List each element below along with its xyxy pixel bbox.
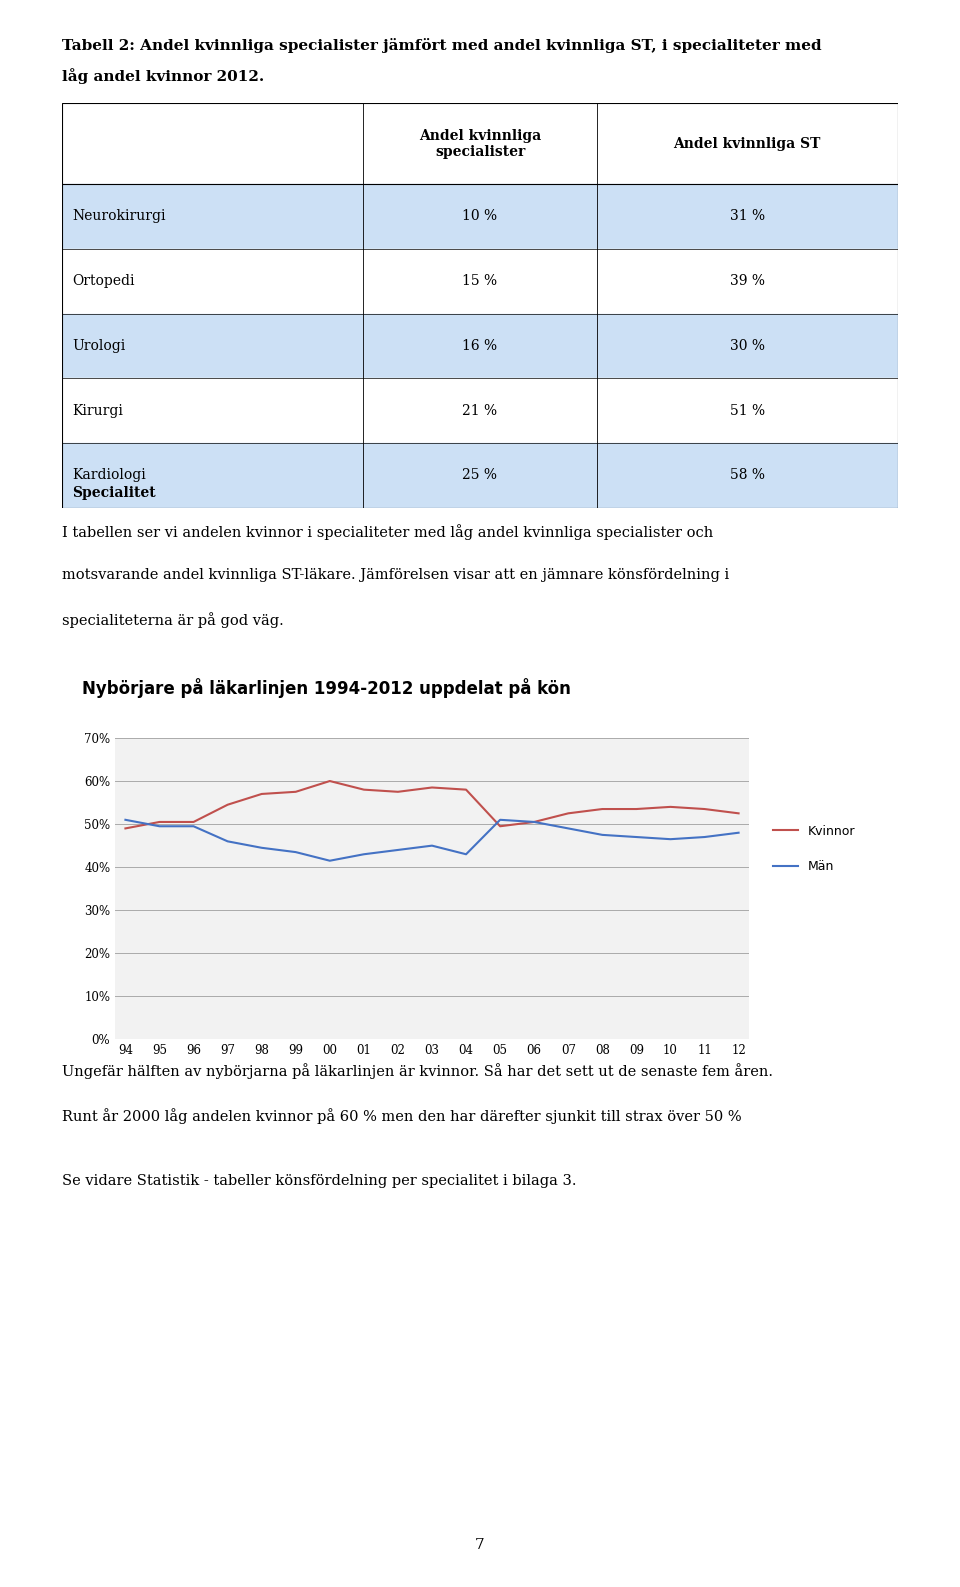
Text: 25 %: 25 % [463,468,497,482]
Text: 31 %: 31 % [730,209,765,224]
Text: 39 %: 39 % [730,275,765,289]
Text: Kirurgi: Kirurgi [72,403,123,417]
Text: 58 %: 58 % [730,468,765,482]
Text: Runt år 2000 låg andelen kvinnor på 60 % men den har därefter sjunkit till strax: Runt år 2000 låg andelen kvinnor på 60 %… [62,1108,742,1124]
Text: motsvarande andel kvinnliga ST-läkare. Jämförelsen visar att en jämnare könsförd: motsvarande andel kvinnliga ST-läkare. J… [62,568,730,582]
Text: Ungefär hälften av nybörjarna på läkarlinjen är kvinnor. Så har det sett ut de s: Ungefär hälften av nybörjarna på läkarli… [62,1063,774,1079]
Text: 16 %: 16 % [463,340,497,352]
Text: 10 %: 10 % [463,209,497,224]
Text: Se vidare Statistik - tabeller könsfördelning per specialitet i bilaga 3.: Se vidare Statistik - tabeller könsförde… [62,1174,577,1189]
Bar [62,184,898,249]
Text: Ortopedi: Ortopedi [72,275,135,289]
Legend: Kvinnor, Män: Kvinnor, Män [768,819,860,878]
Text: 30 %: 30 % [730,340,765,352]
Text: I tabellen ser vi andelen kvinnor i specialiteter med låg andel kvinnliga specia: I tabellen ser vi andelen kvinnor i spec… [62,524,713,540]
Text: Kardiologi: Kardiologi [72,468,146,482]
Text: 21 %: 21 % [463,403,497,417]
Text: 51 %: 51 % [730,403,765,417]
Text: Tabell 2: Andel kvinnliga specialister jämfört med andel kvinnliga ST, i special: Tabell 2: Andel kvinnliga specialister j… [62,38,822,52]
Text: låg andel kvinnor 2012.: låg andel kvinnor 2012. [62,68,265,84]
Text: specialiteterna är på god väg.: specialiteterna är på god väg. [62,613,284,628]
Text: Urologi: Urologi [72,340,126,352]
Text: Specialitet: Specialitet [72,486,156,500]
Bar [62,443,898,508]
Text: 7: 7 [475,1538,485,1552]
Text: Andel kvinnliga
specialister: Andel kvinnliga specialister [419,129,541,159]
Bar [62,249,898,314]
Text: 15 %: 15 % [463,275,497,289]
Bar [62,314,898,378]
Bar [62,378,898,443]
Text: Andel kvinnliga ST: Andel kvinnliga ST [674,136,821,151]
Text: Neurokirurgi: Neurokirurgi [72,209,166,224]
Text: Nybörjare på läkarlinjen 1994-2012 uppdelat på kön: Nybörjare på läkarlinjen 1994-2012 uppde… [82,678,570,698]
